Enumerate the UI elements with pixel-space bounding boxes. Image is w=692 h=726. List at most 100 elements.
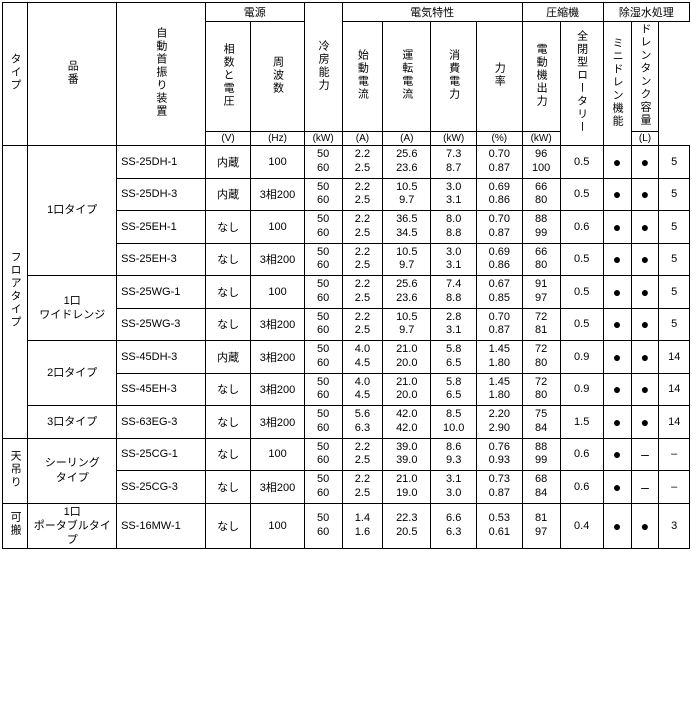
table-row: 1口ワイドレンジSS-25WG-1なし10050602.22.525.623.6… xyxy=(3,276,690,309)
start-cell: 21.020.0 xyxy=(383,373,431,406)
unit-cooling: (kW) xyxy=(304,132,342,146)
cool-cell: 2.22.5 xyxy=(342,471,383,504)
hz-cell: 5060 xyxy=(304,438,342,471)
auto-swing-cell: なし xyxy=(205,308,251,341)
cool-cell: 2.22.5 xyxy=(342,178,383,211)
motor-cell: 0.6 xyxy=(560,471,603,504)
drain-cell: ● xyxy=(631,243,659,276)
tank-cell: 5 xyxy=(659,276,690,309)
hz-cell: 5060 xyxy=(304,178,342,211)
cool-cell: 4.04.5 xyxy=(342,373,383,406)
phase-cell: 100 xyxy=(251,211,304,244)
rotary-cell: ● xyxy=(603,503,631,549)
unit-tank: (L) xyxy=(631,132,659,146)
cool-cell: 2.22.5 xyxy=(342,243,383,276)
model-cell: SS-45DH-3 xyxy=(117,341,206,374)
table-row: フロアタイプ1口タイプSS-25DH-1内蔵10050602.22.525.62… xyxy=(3,146,690,179)
cool-cell: 2.22.5 xyxy=(342,308,383,341)
hdr-power-group: 電源 xyxy=(205,3,304,22)
run-cell: 8.08.8 xyxy=(431,211,477,244)
rotary-cell: ● xyxy=(603,406,631,439)
pf-cell: 8197 xyxy=(522,503,560,549)
model-cell: SS-25CG-1 xyxy=(117,438,206,471)
start-cell: 21.020.0 xyxy=(383,341,431,374)
phase-cell: 100 xyxy=(251,276,304,309)
tank-cell: – xyxy=(659,438,690,471)
pf-cell: 7584 xyxy=(522,406,560,439)
pf-cell: 7281 xyxy=(522,308,560,341)
type-cell: 天吊り xyxy=(3,438,28,503)
model-cell: SS-63EG-3 xyxy=(117,406,206,439)
pf-cell: 7280 xyxy=(522,373,560,406)
tank-cell: 5 xyxy=(659,308,690,341)
rotary-cell: ● xyxy=(603,341,631,374)
tank-cell: 3 xyxy=(659,503,690,549)
drain-cell: – xyxy=(631,438,659,471)
motor-cell: 0.5 xyxy=(560,308,603,341)
phase-cell: 3相200 xyxy=(251,373,304,406)
pf-cell: 6680 xyxy=(522,178,560,211)
tank-cell: 14 xyxy=(659,341,690,374)
model-cell: SS-25WG-3 xyxy=(117,308,206,341)
start-cell: 22.320.5 xyxy=(383,503,431,549)
start-cell: 25.623.6 xyxy=(383,276,431,309)
hz-cell: 5060 xyxy=(304,146,342,179)
table-row: 2口タイプSS-45DH-3内蔵3相20050604.04.521.020.05… xyxy=(3,341,690,374)
pow-cell: 2.202.90 xyxy=(476,406,522,439)
motor-cell: 0.9 xyxy=(560,373,603,406)
hdr-drain-fn: ミニドレン機能 xyxy=(603,22,631,146)
auto-swing-cell: なし xyxy=(205,406,251,439)
unit-frequency: (Hz) xyxy=(251,132,304,146)
tank-cell: 5 xyxy=(659,211,690,244)
pow-cell: 0.670.85 xyxy=(476,276,522,309)
tank-cell: 5 xyxy=(659,178,690,211)
pf-cell: 96100 xyxy=(522,146,560,179)
pow-cell: 0.700.87 xyxy=(476,211,522,244)
model-cell: SS-25WG-1 xyxy=(117,276,206,309)
run-cell: 7.38.7 xyxy=(431,146,477,179)
phase-cell: 3相200 xyxy=(251,471,304,504)
unit-run-current: (A) xyxy=(383,132,431,146)
hdr-type: タイプ xyxy=(3,3,28,146)
auto-swing-cell: なし xyxy=(205,373,251,406)
rotary-cell: ● xyxy=(603,243,631,276)
run-cell: 7.48.8 xyxy=(431,276,477,309)
hz-cell: 5060 xyxy=(304,373,342,406)
pf-cell: 7280 xyxy=(522,341,560,374)
hz-cell: 5060 xyxy=(304,243,342,276)
hdr-tank: ドレンタンク容量 xyxy=(631,22,659,132)
start-cell: 10.59.7 xyxy=(383,308,431,341)
hdr-frequency: 周波数 xyxy=(251,22,304,132)
auto-swing-cell: なし xyxy=(205,211,251,244)
rotary-cell: ● xyxy=(603,178,631,211)
auto-swing-cell: なし xyxy=(205,438,251,471)
hdr-power-cons: 消費電力 xyxy=(431,22,477,132)
unit-power-cons: (kW) xyxy=(431,132,477,146)
rotary-cell: ● xyxy=(603,373,631,406)
drain-cell: ● xyxy=(631,341,659,374)
pow-cell: 0.760.93 xyxy=(476,438,522,471)
hdr-dehumid-group: 除湿水処理 xyxy=(603,3,689,22)
tank-cell: 5 xyxy=(659,146,690,179)
pf-cell: 9197 xyxy=(522,276,560,309)
model-cell: SS-25CG-3 xyxy=(117,471,206,504)
motor-cell: 0.5 xyxy=(560,178,603,211)
run-cell: 5.86.5 xyxy=(431,373,477,406)
drain-cell: ● xyxy=(631,146,659,179)
tank-cell: 5 xyxy=(659,243,690,276)
pf-cell: 6680 xyxy=(522,243,560,276)
model-cell: SS-25EH-1 xyxy=(117,211,206,244)
pow-cell: 0.530.61 xyxy=(476,503,522,549)
hdr-elec-group: 電気特性 xyxy=(342,3,522,22)
subtype-cell: シーリングタイプ xyxy=(28,438,117,503)
phase-cell: 100 xyxy=(251,146,304,179)
motor-cell: 0.6 xyxy=(560,438,603,471)
motor-cell: 0.5 xyxy=(560,276,603,309)
run-cell: 8.510.0 xyxy=(431,406,477,439)
model-cell: SS-25DH-1 xyxy=(117,146,206,179)
tank-cell: – xyxy=(659,471,690,504)
run-cell: 3.03.1 xyxy=(431,243,477,276)
run-cell: 8.69.3 xyxy=(431,438,477,471)
unit-start-current: (A) xyxy=(342,132,383,146)
hdr-rotary: 全閉型ロータリー xyxy=(560,22,603,146)
